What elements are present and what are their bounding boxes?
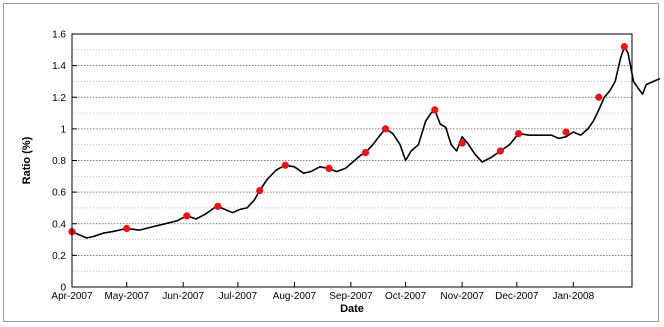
y-tick-label: 0.8 [52,156,66,167]
x-tick-label: May-2007 [104,291,149,302]
data-point-marker [281,161,289,169]
data-point-marker [496,147,504,155]
data-point-marker [325,164,333,173]
y-tick-label: 1.4 [52,61,66,72]
y-tick-label: 0.6 [52,188,66,199]
figure-frame: 0 0.2 0.4 0.6 0.8 1 1.2 1.4 1.6 Apr-2007 May-2007… [3,3,660,322]
x-tick-label: Aug-2007 [273,291,317,302]
data-point-marker [256,186,264,195]
data-point-marker [183,212,191,220]
x-tick-label: Jan-2008 [552,291,594,302]
x-tick-label: Sep-2007 [329,291,373,302]
grid-lines [72,33,632,272]
data-point-marker [431,106,439,114]
x-axis-title: Date [340,303,364,315]
data-point-marker [123,224,131,233]
marker-group [68,43,628,236]
data-point-marker [620,43,628,51]
x-tick-label: Apr-2007 [51,291,93,302]
data-point-marker [458,139,466,147]
x-tick-label: Nov-2007 [440,291,484,302]
data-point-marker [381,125,390,133]
y-tick-label: 0.2 [52,251,66,262]
y-tick-label: 0 [60,283,66,294]
y-axis-title: Ratio (%) [21,136,33,184]
x-tick-label: Dec-2007 [495,291,539,302]
series-line [71,45,660,239]
x-tick-label: Jun-2007 [162,291,204,302]
data-point-marker [515,130,523,138]
data-point-marker [214,202,222,210]
line-chart: 0 0.2 0.4 0.6 0.8 1 1.2 1.4 1.6 Apr-2007 May-2007… [21,30,660,315]
y-tick-label: 1.6 [52,30,66,41]
y-tick-label: 1 [60,124,66,135]
data-point-marker [562,128,570,136]
series-group [71,45,660,239]
y-axis-ticks: 0 0.2 0.4 0.6 0.8 1 1.2 1.4 1.6 [52,30,77,294]
data-point-marker [361,148,370,157]
y-tick-label: 0.4 [52,219,66,230]
x-axis-ticks: Apr-2007 May-2007 Jun-2007 Jul-2007 Aug-2007… [51,282,595,302]
y-tick-label: 1.2 [52,93,66,104]
data-point-marker [595,93,603,101]
x-tick-label: Oct-2007 [385,291,427,302]
x-tick-label: Jul-2007 [219,291,258,302]
